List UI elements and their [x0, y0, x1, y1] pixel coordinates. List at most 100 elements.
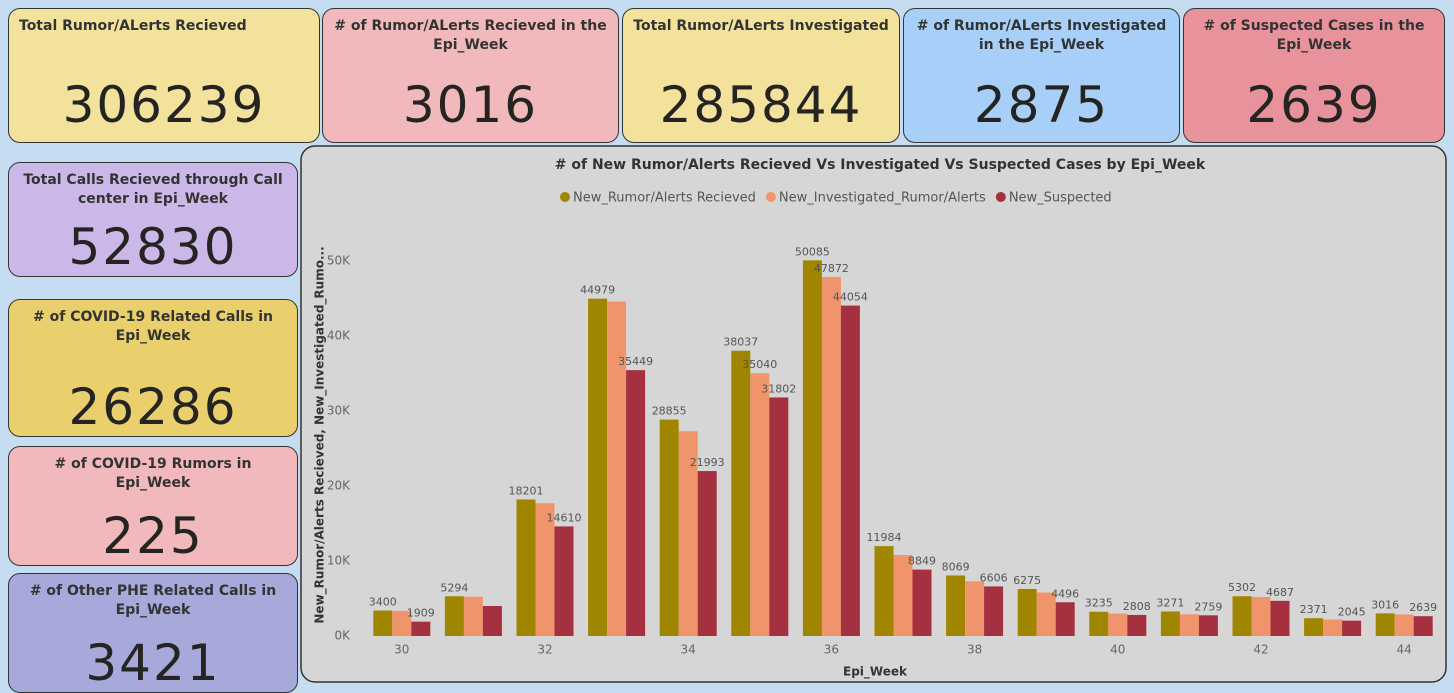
x-tick-label: 34 — [681, 643, 696, 657]
y-axis-label: New_Rumor/Alerts Recieved, New_Investiga… — [313, 246, 328, 623]
data-label: 47872 — [814, 262, 849, 275]
chart-panel — [300, 145, 1447, 683]
bar — [482, 606, 502, 636]
bar — [1251, 597, 1271, 636]
card-value: 3421 — [85, 634, 221, 692]
kpi-card: # of COVID-19 Rumors in Epi_Week 225 — [8, 446, 298, 566]
kpi-card: # of Rumor/ALerts Investigated in the Ep… — [903, 8, 1180, 143]
x-tick-label: 40 — [1110, 643, 1125, 657]
bar — [1036, 592, 1056, 636]
data-label: 31802 — [761, 382, 796, 395]
y-tick-label: 20K — [327, 479, 351, 493]
data-label: 2371 — [1300, 603, 1328, 616]
data-label: 4687 — [1266, 586, 1294, 599]
legend-marker — [995, 192, 1006, 202]
bar — [392, 610, 412, 636]
bar — [893, 555, 913, 636]
data-label: 2639 — [1409, 601, 1437, 614]
data-label: 44054 — [833, 291, 868, 304]
bar — [1160, 611, 1180, 636]
bar — [1375, 613, 1395, 636]
data-label: 6275 — [1013, 574, 1041, 587]
card-value: 306239 — [62, 76, 266, 134]
x-tick-label: 36 — [824, 643, 839, 657]
legend-label: New_Investigated_Rumor/Alerts — [779, 191, 986, 206]
bar — [769, 397, 789, 636]
data-label: 18201 — [509, 484, 544, 497]
legend-marker — [560, 192, 570, 202]
bar — [984, 586, 1004, 636]
x-tick-label: 42 — [1253, 643, 1268, 657]
x-tick-label: 32 — [537, 643, 552, 657]
bar — [626, 370, 646, 636]
bar — [1342, 620, 1362, 636]
card-title: # of Rumor/ALerts Recieved in the Epi_We… — [334, 18, 607, 53]
card-value: 52830 — [68, 218, 238, 276]
data-label: 6606 — [980, 571, 1008, 584]
x-tick-label: 30 — [394, 643, 409, 657]
bar — [554, 526, 574, 636]
kpi-card: # of Rumor/ALerts Recieved in the Epi_We… — [322, 8, 619, 143]
data-label: 2045 — [1338, 606, 1366, 619]
card-title: # of COVID-19 Rumors in Epi_Week — [54, 456, 252, 491]
bar — [535, 503, 555, 636]
data-label: 11984 — [867, 531, 902, 544]
x-tick-label: 44 — [1397, 643, 1412, 657]
data-label: 3271 — [1156, 596, 1184, 609]
data-label: 44979 — [580, 284, 615, 297]
y-tick-label: 10K — [327, 554, 351, 568]
data-label: 2808 — [1123, 600, 1151, 613]
data-label: 50085 — [795, 245, 830, 258]
card-title: Total Calls Recieved through Call center… — [23, 172, 283, 207]
chart-title: # of New Rumor/Alerts Recieved Vs Invest… — [555, 157, 1206, 173]
card-value: 2639 — [1246, 76, 1382, 134]
bar — [373, 610, 393, 636]
data-label: 3016 — [1371, 598, 1399, 611]
y-tick-label: 30K — [327, 404, 351, 418]
legend-marker — [765, 192, 776, 202]
data-label: 2759 — [1194, 600, 1222, 613]
data-label: 4496 — [1051, 587, 1079, 600]
data-label: 38037 — [723, 336, 758, 349]
bar — [874, 546, 894, 636]
bar — [1089, 611, 1109, 636]
card-title: Total Rumor/ALerts Recieved — [19, 18, 247, 34]
bar — [840, 305, 860, 636]
bar — [731, 350, 751, 636]
bar — [1394, 614, 1414, 636]
y-tick-label: 50K — [327, 254, 351, 268]
bar — [1413, 616, 1433, 636]
card-title: # of Suspected Cases in the Epi_Week — [1203, 18, 1425, 53]
bar — [659, 419, 679, 636]
bar — [516, 499, 536, 636]
bar — [802, 260, 822, 636]
bar — [946, 575, 966, 636]
data-label: 8069 — [942, 560, 970, 573]
bar — [1232, 596, 1252, 636]
data-label: 3400 — [369, 596, 397, 609]
data-label: 35449 — [618, 355, 653, 368]
x-tick-label: 38 — [967, 643, 982, 657]
kpi-card: Total Calls Recieved through Call center… — [8, 162, 298, 277]
bar — [1127, 614, 1147, 636]
card-value: 225 — [102, 507, 204, 565]
bar — [411, 621, 431, 636]
card-title: # of Rumor/ALerts Investigated in the Ep… — [916, 18, 1167, 53]
card-value: 3016 — [402, 76, 539, 134]
bar — [444, 596, 464, 636]
card-value: 2875 — [973, 76, 1110, 134]
card-title: Total Rumor/ALerts Investigated — [633, 18, 889, 34]
bar — [607, 301, 627, 636]
data-label: 5302 — [1228, 581, 1256, 594]
y-tick-label: 0K — [334, 629, 351, 643]
x-axis-label: Epi_Week — [843, 665, 908, 680]
data-label: 35040 — [742, 358, 777, 371]
card-title: # of Other PHE Related Calls in Epi_Week — [29, 583, 277, 618]
bar — [1198, 615, 1218, 636]
card-value: 26286 — [68, 378, 238, 436]
bar — [1017, 588, 1037, 636]
legend-label: New_Rumor/Alerts Recieved — [573, 191, 756, 206]
legend-label: New_Suspected — [1009, 191, 1112, 206]
bar — [1323, 619, 1343, 636]
